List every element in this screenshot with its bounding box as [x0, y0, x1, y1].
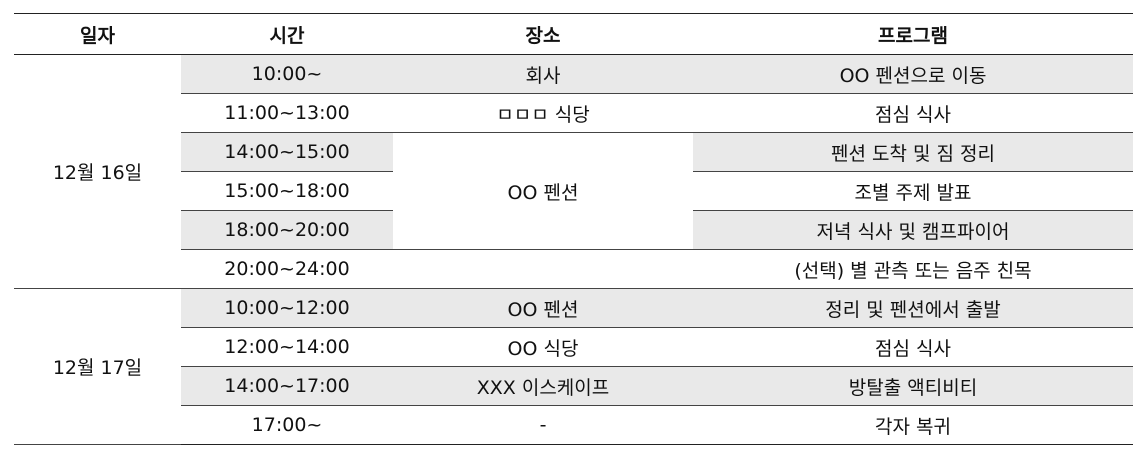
place-cell: OO 펜션 — [393, 132, 693, 250]
time-cell: 14:00~17:00 — [181, 366, 393, 406]
time-cell: 10:00~12:00 — [181, 288, 393, 328]
program-cell: 점심 식사 — [693, 93, 1133, 133]
table-row: 14:00~15:00 OO 펜션 펜션 도착 및 짐 정리 — [14, 132, 1133, 250]
table-row: 20:00~24:00 (선택) 별 관측 또는 음주 친목 — [14, 249, 1133, 289]
schedule-table: 일자 시간 장소 프로그램 12월 16일 10:00~ 회사 OO 펜션으로 … — [14, 13, 1133, 445]
place-cell: OO 식당 — [393, 327, 693, 367]
header-place: 장소 — [393, 13, 693, 55]
place-cell: 회사 — [393, 54, 693, 94]
date-cell: 12월 16일 — [14, 54, 181, 289]
place-cell: ㅁㅁㅁ 식당 — [393, 93, 693, 133]
place-cell: OO 펜션 — [393, 288, 693, 328]
header-date: 일자 — [14, 13, 181, 55]
program-cell: 점심 식사 — [693, 327, 1133, 367]
place-cell: - — [393, 405, 693, 445]
program-cell: 방탈출 액티비티 — [693, 366, 1133, 406]
header-time: 시간 — [181, 13, 393, 55]
program-cell: 저녁 식사 및 캠프파이어 — [693, 210, 1133, 250]
table-row: 17:00~ - 각자 복귀 — [14, 405, 1133, 445]
time-cell: 18:00~20:00 — [181, 210, 393, 250]
place-cell — [393, 249, 693, 289]
header-row: 일자 시간 장소 프로그램 — [14, 13, 1133, 55]
table-row: 11:00~13:00 ㅁㅁㅁ 식당 점심 식사 — [14, 93, 1133, 133]
program-cell: 각자 복귀 — [693, 405, 1133, 445]
table-row: 12월 17일 10:00~12:00 OO 펜션 정리 및 펜션에서 출발 — [14, 288, 1133, 445]
time-cell: 11:00~13:00 — [181, 93, 393, 133]
time-cell: 17:00~ — [181, 405, 393, 445]
table-row: 12:00~14:00 OO 식당 점심 식사 — [14, 327, 1133, 367]
program-cell: (선택) 별 관측 또는 음주 친목 — [693, 249, 1133, 289]
place-cell: XXX 이스케이프 — [393, 366, 693, 406]
table-row: 15:00~18:00 조별 주제 발표 — [14, 171, 1133, 211]
program-cell: OO 펜션으로 이동 — [693, 54, 1133, 94]
time-cell: 20:00~24:00 — [181, 249, 393, 289]
program-cell: 펜션 도착 및 짐 정리 — [693, 132, 1133, 172]
program-cell: 정리 및 펜션에서 출발 — [693, 288, 1133, 328]
time-cell: 15:00~18:00 — [181, 171, 393, 211]
program-cell: 조별 주제 발표 — [693, 171, 1133, 211]
time-cell: 14:00~15:00 — [181, 132, 393, 172]
header-program: 프로그램 — [693, 13, 1133, 55]
table-row: 12월 16일 10:00~ 회사 OO 펜션으로 이동 — [14, 54, 1133, 289]
table-row: 18:00~20:00 저녁 식사 및 캠프파이어 — [14, 210, 1133, 250]
date-cell: 12월 17일 — [14, 288, 181, 445]
time-cell: 12:00~14:00 — [181, 327, 393, 367]
time-cell: 10:00~ — [181, 54, 393, 94]
table-row: 14:00~17:00 XXX 이스케이프 방탈출 액티비티 — [14, 366, 1133, 406]
